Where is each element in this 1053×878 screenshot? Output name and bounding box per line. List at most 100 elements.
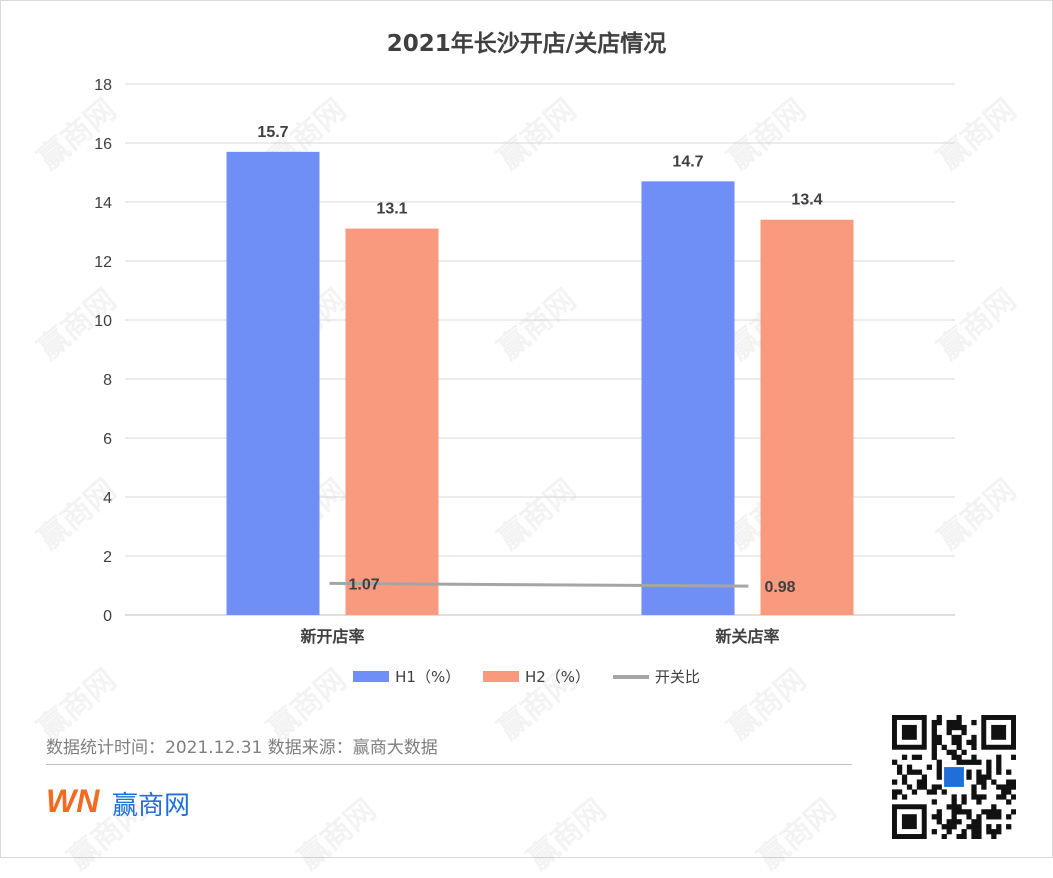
- qr-module: [996, 794, 1002, 800]
- data-label: 14.7: [672, 153, 703, 170]
- qr-module: [916, 784, 923, 790]
- qr-module: [996, 824, 1002, 830]
- qr-module: [1011, 754, 1016, 760]
- footer-source-note: 数据统计时间：2021.12.31 数据来源：赢商大数据: [46, 738, 438, 758]
- qr-module: [1001, 789, 1007, 795]
- qr-module: [996, 769, 1002, 775]
- series-line-ratio: [329, 581, 749, 588]
- qr-module: [901, 779, 908, 785]
- qr-finder-core: [991, 724, 1007, 740]
- qr-module: [976, 769, 982, 775]
- qr-module: [996, 784, 1002, 790]
- qr-module: [991, 804, 997, 810]
- y-tick-label: 10: [94, 313, 112, 330]
- qr-module: [1006, 799, 1012, 805]
- qr-module: [946, 819, 952, 825]
- qr-module: [996, 809, 1002, 815]
- qr-module: [1006, 769, 1012, 775]
- qr-module: [946, 719, 952, 726]
- qr-module: [971, 754, 977, 760]
- qr-module: [951, 824, 957, 830]
- qr-module: [951, 749, 957, 755]
- qr-module: [981, 774, 987, 780]
- qr-module: [971, 834, 977, 839]
- qr-module: [986, 774, 992, 780]
- y-tick-label: 18: [94, 77, 112, 94]
- qr-module: [991, 809, 997, 815]
- qr-module: [956, 715, 962, 721]
- qr-module: [946, 824, 952, 830]
- qr-module: [986, 824, 992, 830]
- qr-module: [926, 764, 932, 770]
- qr-module: [966, 809, 972, 815]
- qr-module: [892, 759, 898, 765]
- qr-module: [951, 804, 957, 810]
- qr-module: [971, 719, 977, 726]
- qr-module: [1011, 784, 1016, 790]
- qr-finder-core: [901, 724, 917, 740]
- qr-module: [936, 734, 942, 741]
- qr-module: [946, 749, 952, 755]
- qr-module: [976, 834, 982, 839]
- qr-module: [996, 814, 1002, 820]
- qr-module: [936, 739, 942, 746]
- qr-module: [946, 804, 952, 810]
- y-tick-label: 2: [103, 549, 112, 566]
- qr-module: [951, 799, 957, 805]
- qr-module: [956, 809, 962, 815]
- qr-module: [986, 759, 992, 765]
- qr-module: [936, 784, 942, 790]
- qr-module: [986, 764, 992, 770]
- qr-module: [1006, 779, 1012, 785]
- qr-module: [931, 724, 937, 731]
- qr-module: [981, 779, 987, 785]
- qr-module: [976, 829, 982, 835]
- qr-module: [986, 769, 992, 775]
- qr-module: [961, 799, 967, 805]
- qr-module: [911, 754, 918, 760]
- qr-module: [892, 789, 898, 795]
- qr-module: [956, 724, 962, 731]
- brand-logo[interactable]: WN 赢商网: [46, 782, 190, 821]
- qr-module: [896, 764, 903, 770]
- qr-code-icon[interactable]: [892, 715, 1016, 839]
- qr-module: [991, 829, 997, 835]
- qr-module: [956, 744, 962, 751]
- bar: [345, 228, 439, 616]
- qr-module: [986, 814, 992, 820]
- qr-module: [951, 719, 957, 726]
- qr-module: [991, 834, 997, 839]
- qr-module: [892, 794, 898, 800]
- brand-name: 赢商网: [112, 791, 191, 821]
- qr-module: [921, 784, 928, 790]
- qr-module: [921, 779, 928, 785]
- legend-label-h1: H1（%）: [395, 668, 461, 686]
- data-label: 13.1: [376, 201, 407, 218]
- qr-module: [971, 784, 977, 790]
- qr-module: [976, 814, 982, 820]
- qr-module: [971, 819, 977, 825]
- qr-module: [936, 819, 942, 825]
- qr-module: [916, 779, 923, 785]
- qr-module: [1011, 794, 1016, 800]
- qr-module: [906, 764, 913, 770]
- qr-module: [1001, 794, 1007, 800]
- qr-module: [936, 814, 942, 820]
- qr-module: [931, 749, 937, 755]
- legend-swatch-h1: [353, 671, 390, 682]
- qr-module: [931, 784, 937, 790]
- qr-module: [951, 724, 957, 731]
- brand-mark-text: WN: [46, 783, 100, 818]
- qr-module: [936, 759, 942, 765]
- qr-module: [951, 734, 957, 741]
- qr-module: [986, 809, 992, 815]
- qr-module: [981, 794, 987, 800]
- data-label: 15.7: [257, 124, 288, 141]
- qr-module: [966, 774, 972, 780]
- y-tick-label: 14: [94, 195, 112, 212]
- qr-module: [931, 739, 937, 746]
- qr-module: [931, 799, 937, 805]
- qr-module: [901, 794, 908, 800]
- qr-module: [1006, 789, 1012, 795]
- qr-module: [951, 809, 957, 815]
